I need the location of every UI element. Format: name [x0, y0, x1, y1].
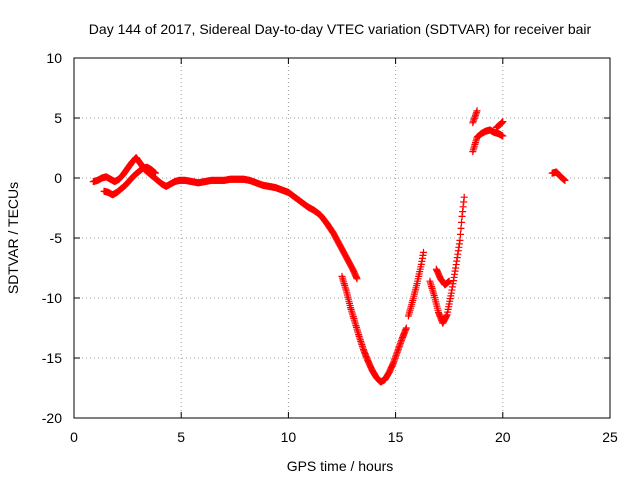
data-point-marker: [473, 107, 481, 115]
data-point-marker: [458, 218, 466, 226]
chart-title: Day 144 of 2017, Sidereal Day-to-day VTE…: [89, 21, 592, 37]
grid-lines: [74, 58, 610, 418]
y-tick-label: -10: [42, 290, 62, 306]
x-tick-label: 5: [177, 429, 185, 445]
y-tick-label: -5: [50, 230, 63, 246]
axis-ticks: 0 5 10 15 20 25 -20 -15 -10 -5 0 5 10: [42, 50, 618, 445]
x-axis-label: GPS time / hours: [287, 458, 394, 474]
y-tick-label: -15: [42, 350, 62, 366]
data-point-marker: [419, 248, 427, 256]
plot-frame: [73, 57, 611, 419]
y-tick-label: 5: [54, 110, 62, 126]
data-point-marker: [561, 176, 569, 184]
y-tick-label: -20: [42, 410, 62, 426]
data-point-marker: [456, 236, 464, 244]
data-point-marker: [445, 277, 453, 285]
x-tick-label: 20: [495, 429, 511, 445]
data-point-marker: [353, 275, 361, 283]
data-point-marker: [456, 230, 464, 238]
x-tick-label: 25: [602, 429, 618, 445]
data-points: [89, 107, 569, 386]
data-point-marker: [402, 324, 410, 332]
data-point-marker: [499, 118, 507, 126]
data-point-marker: [460, 193, 468, 201]
y-axis-label: SDTVAR / TECUs: [5, 182, 21, 294]
data-point-marker: [499, 132, 507, 140]
x-tick-label: 15: [388, 429, 404, 445]
x-tick-label: 0: [70, 429, 78, 445]
x-tick-label: 10: [281, 429, 297, 445]
y-tick-label: 10: [46, 50, 62, 66]
y-tick-label: 0: [54, 170, 62, 186]
data-point-marker: [457, 224, 465, 232]
data-point-marker: [151, 169, 159, 177]
